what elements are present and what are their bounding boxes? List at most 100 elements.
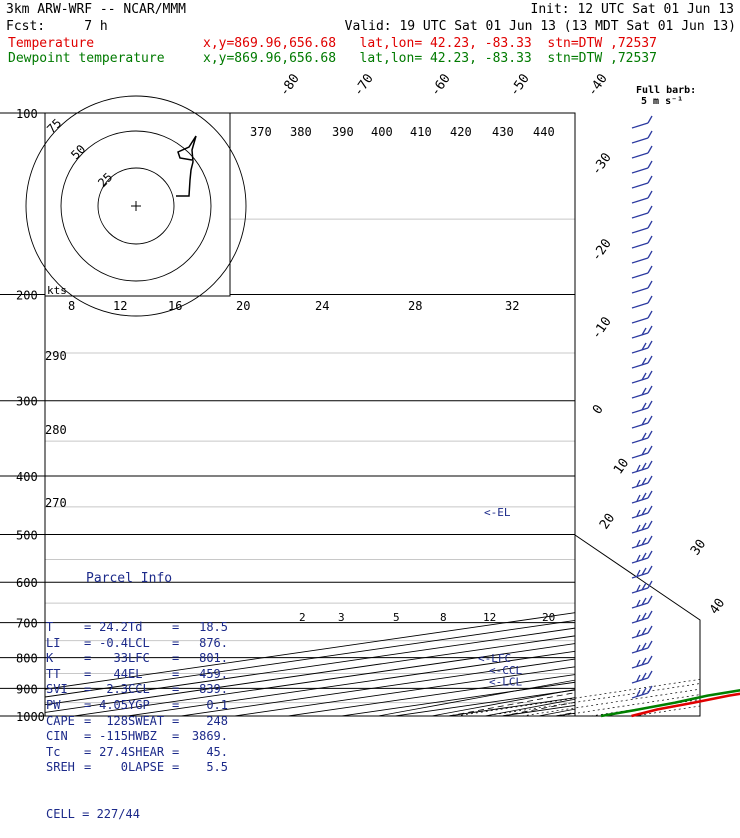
wind-barb [632,468,648,473]
wind-barb-flag [648,671,652,678]
wind-barb-flag [648,206,652,213]
theta-label: 410 [410,125,432,139]
isotherm-line [253,100,740,729]
parcel-level-marker: <-EL [484,506,511,519]
parcel-info-equals: = [172,667,184,683]
wind-barb-flag [648,566,652,573]
wind-barb-flag [648,401,652,408]
parcel-info-equals: = [172,745,184,761]
parcel-info-value: 0.1 [184,698,228,714]
isotherm-line [681,100,740,729]
parcel-info-key: K [46,651,84,667]
theta-label: 380 [290,125,312,139]
wind-barb [632,483,648,488]
dry-adiabat [363,126,740,729]
wind-barb [632,288,648,293]
isotherm-label: -80 [277,71,303,99]
parcel-info-value: 5.5 [184,760,228,776]
parcel-info-key: LCL [128,636,172,652]
parcel-info-equals: = [172,729,184,745]
pressure-tick-label: 800 [16,652,38,666]
parcel-level-markers: <-EL<-LFC<-CCL<-LCL [478,506,522,688]
extension-frame [575,535,700,716]
pressure-tick-label: 200 [16,289,38,303]
wind-barb [632,348,648,353]
theta-label: 420 [450,125,472,139]
moist-adiabat [609,295,740,717]
parcel-info-key: SHEAR [128,745,172,761]
parcel-info-equals: = [84,667,96,683]
wind-barb [632,543,648,548]
pressure-tick-label: 400 [16,470,38,484]
wind-barb-flag [648,341,652,348]
wind-barb-flag [648,236,652,243]
isotherm-label: -70 [351,71,377,99]
wind-barb-flag [648,506,652,513]
parcel-info-equals: = [172,698,184,714]
wind-barb [632,423,648,428]
mixing-ratio-label: 8 [440,611,447,624]
parcel-cell: CELL = 227/44 [46,807,230,823]
wind-barb [632,168,648,173]
mixing-ratio-label: 20 [542,611,555,624]
parcel-info-equals: = [172,636,184,652]
wind-barb-flag [648,251,652,258]
parcel-info-value: 33 [96,651,128,667]
wind-barb [632,588,648,593]
wind-barb [632,648,648,653]
parcel-info-equals: = [84,729,96,745]
parcel-info-value: 4.05 [96,698,128,714]
parcel-info-value: 0 [96,760,128,776]
moist-adiabat [502,295,740,717]
isotherm-label: -20 [589,236,615,264]
parcel-info-value: 27.4 [96,745,128,761]
dry-adiabat-label: 280 [45,423,67,437]
wind-barb-flag [648,296,652,303]
parcel-info-key: CIN [46,729,84,745]
wind-barb-flag [648,191,652,198]
wind-barb-flag [648,371,652,378]
dry-adiabat [634,126,740,729]
isotherm-label: -10 [589,314,615,342]
parcel-info-key: SWEAT [128,714,172,730]
wind-barb [632,273,648,278]
wind-barb [632,618,648,623]
wind-barb-flag [648,551,652,558]
pressure-tick-label: 700 [16,617,38,631]
isotherm-line [360,100,740,729]
hodograph-speed-label: 20 [236,299,250,313]
parcel-info-value: 128 [96,714,128,730]
parcel-info-key: Td [128,620,172,636]
theta-label: 440 [533,125,555,139]
parcel-info-key: SREH [46,760,84,776]
wind-barb-flag [648,446,652,453]
parcel-info-value: 2.3 [96,682,128,698]
wind-barb-flag [648,176,652,183]
parcel-info-equals: = [84,745,96,761]
moist-adiabat [663,295,740,717]
lower-extension-lines [456,582,740,716]
wind-barb [632,258,648,263]
wind-barb [632,393,648,398]
wind-barb [632,438,648,443]
isotherm-label: -30 [589,150,615,178]
parcel-info-key: YGP [128,698,172,714]
wind-barb [632,183,648,188]
parcel-info-equals: = [84,651,96,667]
parcel-info-equals: = [172,682,184,698]
pressure-tick-label: 300 [16,395,38,409]
parcel-info-key: PW [46,698,84,714]
dewpoint-profile-line [601,113,740,716]
wind-barb-flag [648,596,652,603]
isotherm-label: 10 [611,456,632,477]
dry-adiabat [580,126,740,729]
parcel-info-value: 801. [184,651,228,667]
parcel-info-key: EL [128,667,172,683]
wind-barb-flag [648,521,652,528]
isotherm-line [414,100,740,729]
